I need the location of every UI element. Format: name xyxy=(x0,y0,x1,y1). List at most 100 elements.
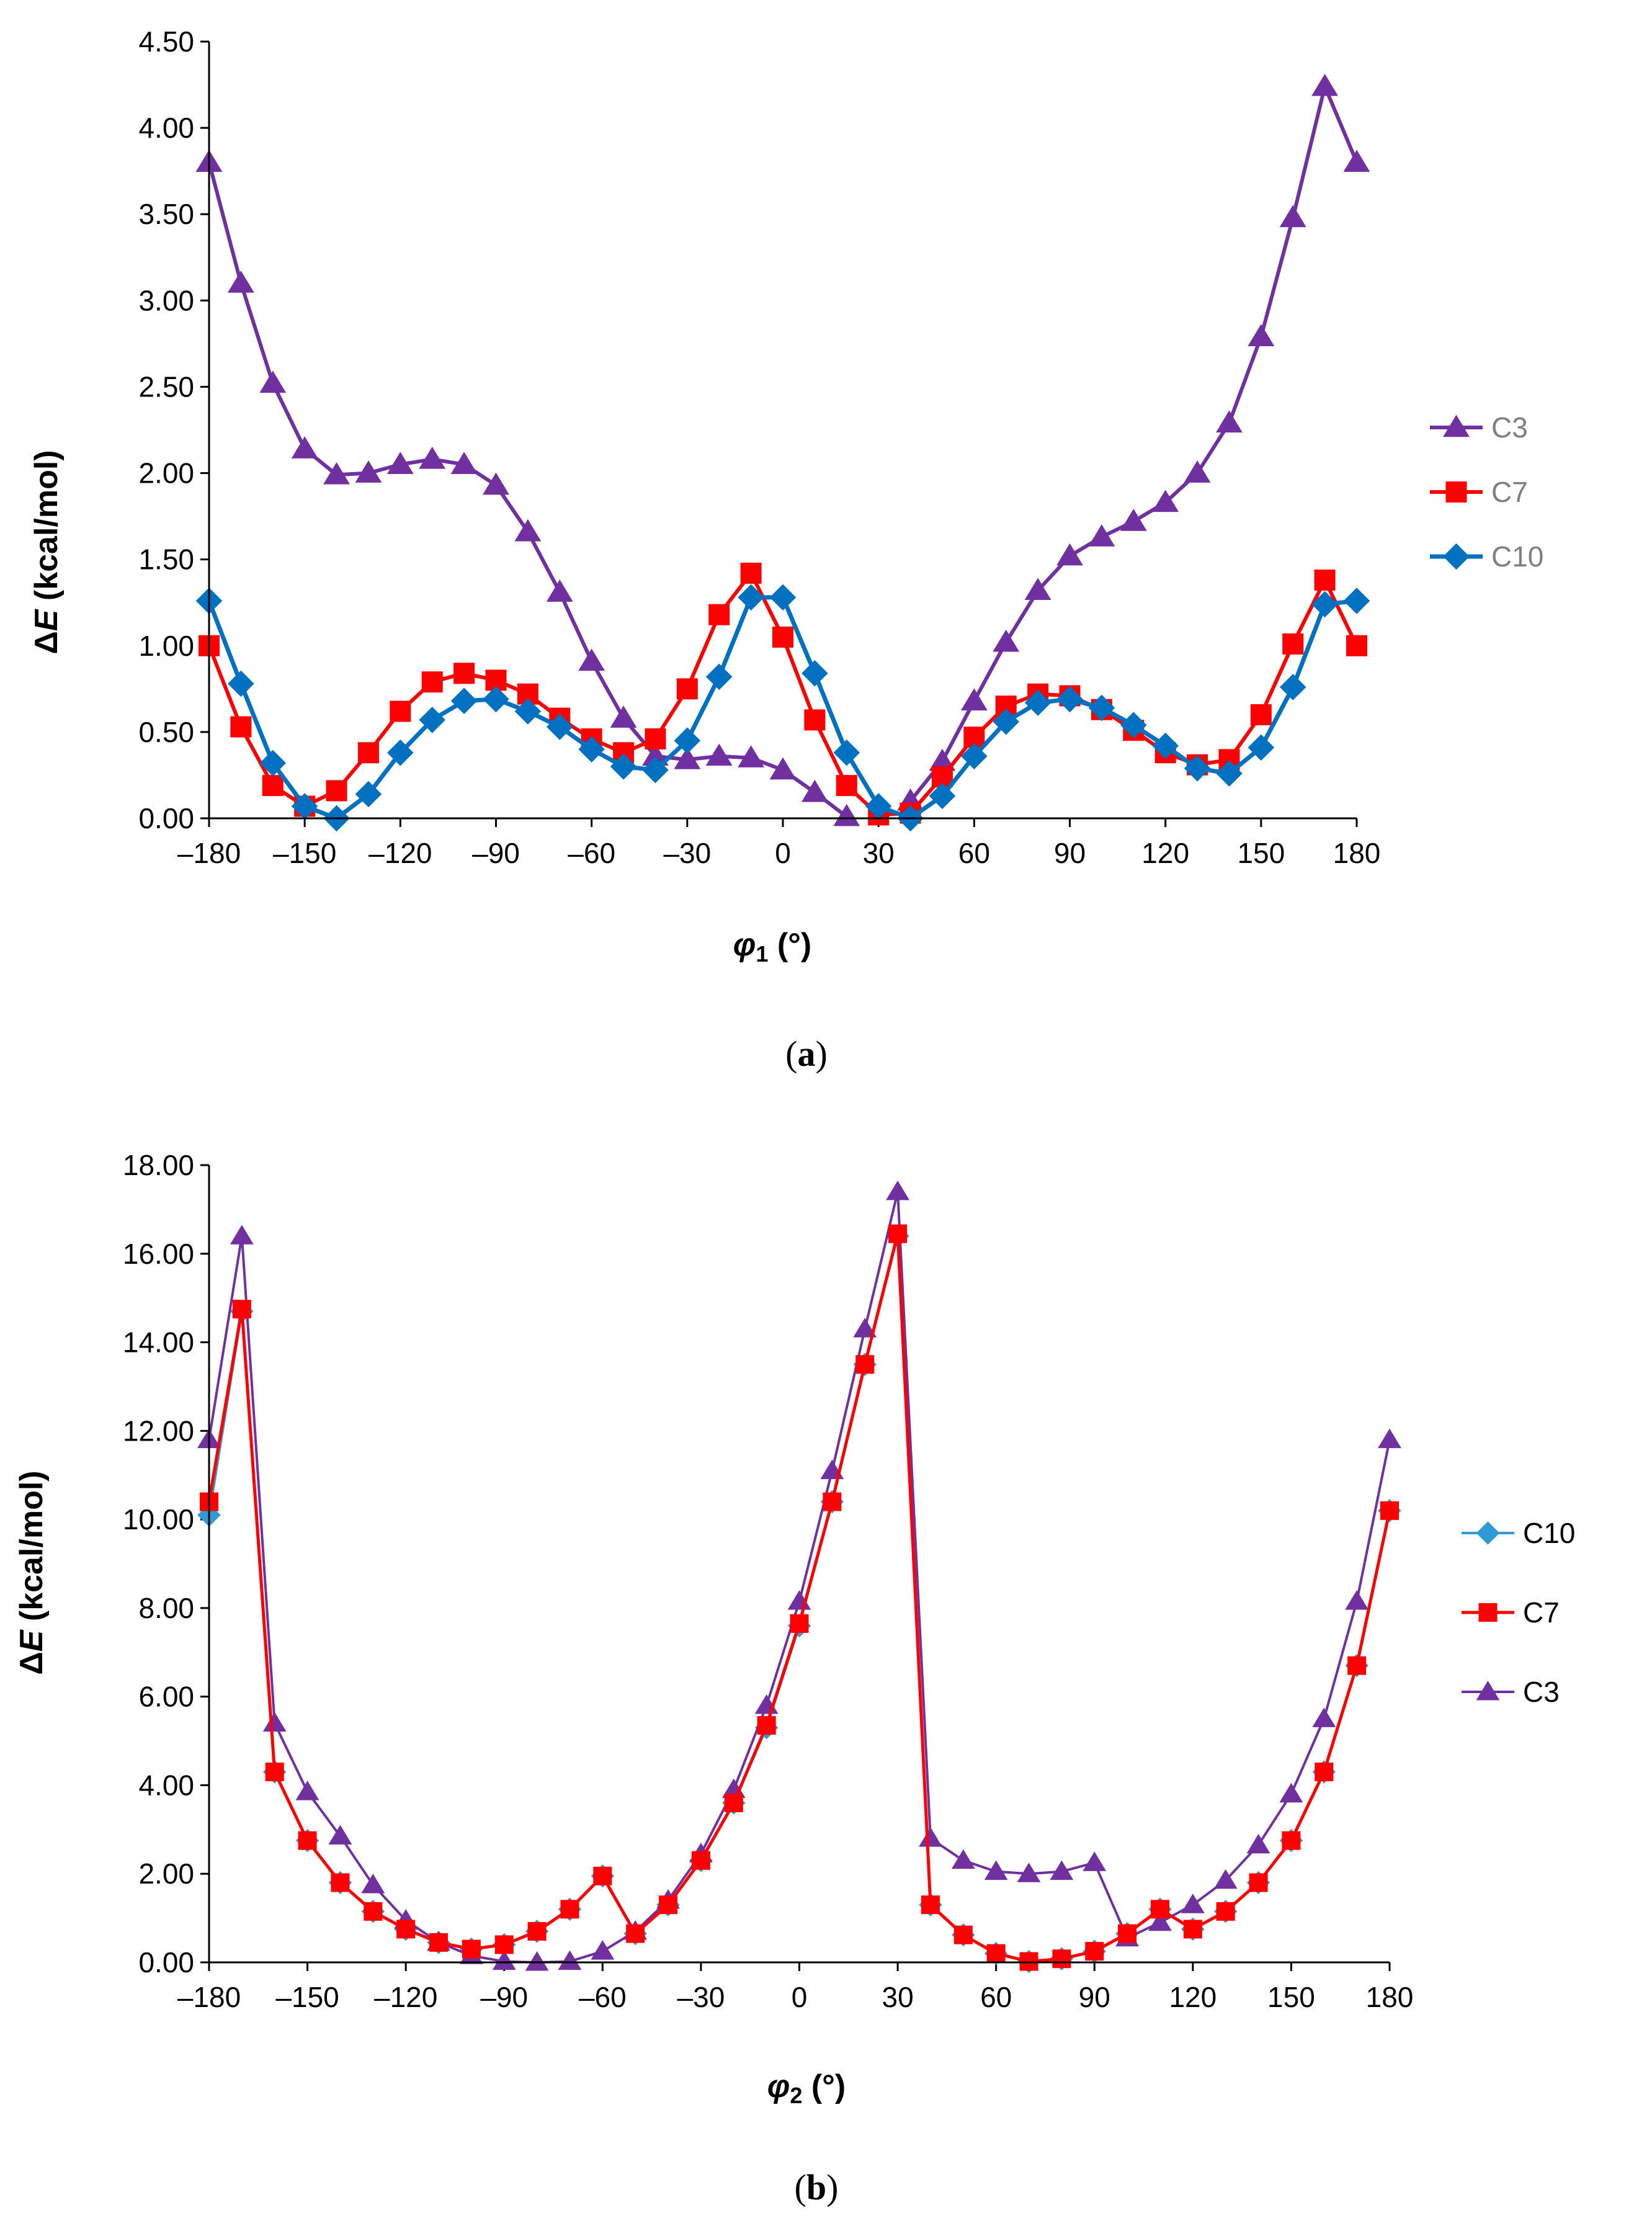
legend-item-c7: C7 xyxy=(1462,1596,1560,1629)
data-point-c10 xyxy=(642,756,669,784)
data-point-c7 xyxy=(708,604,730,625)
series-c3 xyxy=(197,1180,1401,1971)
data-point-c3 xyxy=(929,748,956,771)
data-point-c7 xyxy=(823,1492,842,1511)
data-point-c10 xyxy=(1311,591,1338,618)
data-point-c3 xyxy=(361,1874,385,1893)
data-point-c10 xyxy=(993,708,1019,735)
data-point-c3 xyxy=(1345,1590,1369,1610)
y-tick-label: 0.50 xyxy=(138,716,194,748)
x-tick-label: 0 xyxy=(792,1981,808,2013)
data-point-c7 xyxy=(462,1939,481,1959)
data-point-c7 xyxy=(953,1925,973,1944)
data-point-c7 xyxy=(494,1935,514,1954)
data-point-c3 xyxy=(546,579,573,602)
data-point-c10 xyxy=(1279,674,1306,700)
data-point-c3 xyxy=(1246,1833,1270,1854)
y-tick-label: 6.00 xyxy=(138,1681,194,1713)
data-point-c3 xyxy=(1248,324,1275,347)
data-point-c3 xyxy=(1148,1911,1172,1931)
data-point-c7 xyxy=(1118,1924,1137,1943)
data-point-c7 xyxy=(262,775,284,797)
data-point-c7 xyxy=(364,1902,383,1921)
y-tick-label: 14.00 xyxy=(123,1326,194,1359)
data-point-c10 xyxy=(674,727,701,754)
data-point-c7 xyxy=(645,728,666,750)
y-tick-label: 18.00 xyxy=(123,1149,194,1181)
data-point-c3 xyxy=(514,519,542,542)
x-tick-label: –180 xyxy=(177,1981,241,2013)
series-layer xyxy=(197,1180,1401,1974)
data-point-c10 xyxy=(1248,734,1275,761)
data-point-c7 xyxy=(357,742,379,764)
data-point-c10 xyxy=(228,670,254,697)
series-c10 xyxy=(195,584,1370,832)
data-point-c3 xyxy=(642,743,669,766)
x-tick-label: 90 xyxy=(1079,1981,1110,2013)
x-tick-label: –90 xyxy=(480,1981,528,2013)
data-point-c7 xyxy=(232,1300,251,1319)
data-point-c3 xyxy=(450,452,478,474)
data-point-c3 xyxy=(419,446,446,469)
data-point-c3 xyxy=(591,1940,615,1960)
y-tick-label: 0.00 xyxy=(138,1946,194,1978)
legend-label: C7 xyxy=(1523,1596,1560,1629)
data-point-c7 xyxy=(659,1895,678,1915)
data-point-c10 xyxy=(1024,689,1051,716)
data-point-c7 xyxy=(921,1895,940,1915)
legend-label: C3 xyxy=(1491,411,1528,444)
data-point-c3 xyxy=(1024,578,1051,601)
series-c3 xyxy=(195,73,1370,826)
x-tick-label: 180 xyxy=(1333,837,1381,869)
y-tick-label: 1.00 xyxy=(138,630,194,662)
data-point-c3 xyxy=(1216,410,1243,433)
data-point-c7 xyxy=(265,1763,284,1782)
data-point-c3 xyxy=(1152,490,1179,512)
data-point-c3 xyxy=(1279,205,1306,228)
x-tick-label: 120 xyxy=(1169,1981,1217,2013)
data-point-c7 xyxy=(804,709,826,731)
data-point-c3 xyxy=(705,743,733,766)
data-point-c7 xyxy=(986,1944,1006,1963)
y-tick-label: 16.00 xyxy=(123,1238,194,1270)
y-axis-label: ΔE (kcal/mol) xyxy=(29,450,65,654)
data-point-c7 xyxy=(836,775,857,797)
data-point-c7 xyxy=(772,626,793,648)
x-tick-label: –120 xyxy=(368,837,432,869)
legend: C3 C7 C10 xyxy=(1430,411,1543,573)
data-point-c3 xyxy=(853,1318,877,1338)
data-point-c10 xyxy=(1056,686,1083,713)
y-tick-label: 10.00 xyxy=(123,1503,194,1536)
legend-swatch-marker xyxy=(1478,1603,1498,1622)
data-point-c10 xyxy=(514,698,542,725)
x-axis-label: φ2 (°) xyxy=(767,2068,846,2108)
x-tick-label: –30 xyxy=(677,1981,725,2013)
data-point-c7 xyxy=(790,1614,809,1633)
series-line-c3 xyxy=(208,1190,1391,1964)
y-tick-label: 4.00 xyxy=(138,112,194,144)
data-point-c10 xyxy=(419,707,445,733)
data-point-c10 xyxy=(387,740,414,766)
data-point-c7 xyxy=(298,1831,317,1850)
y-tick-label: 0.00 xyxy=(138,802,194,834)
data-point-c10 xyxy=(833,740,860,766)
data-point-c3 xyxy=(262,1712,287,1732)
data-point-c10 xyxy=(1088,694,1115,722)
chart-panel-b: 0.00 2.00 4.00 6.00 8.00 10.00 12.00 14.00 16.00… xyxy=(14,1149,1575,2207)
data-point-c3 xyxy=(960,688,988,711)
data-point-c3 xyxy=(610,705,637,728)
data-point-c3 xyxy=(230,1225,254,1245)
legend-swatch-marker xyxy=(1445,481,1467,503)
legend-swatch-marker xyxy=(1443,414,1470,437)
data-point-c10 xyxy=(578,736,605,762)
data-point-c3 xyxy=(323,462,350,485)
data-point-c3 xyxy=(1213,1869,1238,1889)
y-tick-label: 2.00 xyxy=(138,1858,194,1890)
data-point-c7 xyxy=(1249,1873,1268,1892)
y-tick-label: 3.00 xyxy=(138,284,194,316)
y-tick-label: 4.50 xyxy=(138,25,194,58)
data-point-c7 xyxy=(1380,1501,1399,1520)
legend-item-c7: C7 xyxy=(1430,476,1528,508)
data-point-c10 xyxy=(450,687,478,715)
x-tick-label: –150 xyxy=(275,1981,339,2013)
